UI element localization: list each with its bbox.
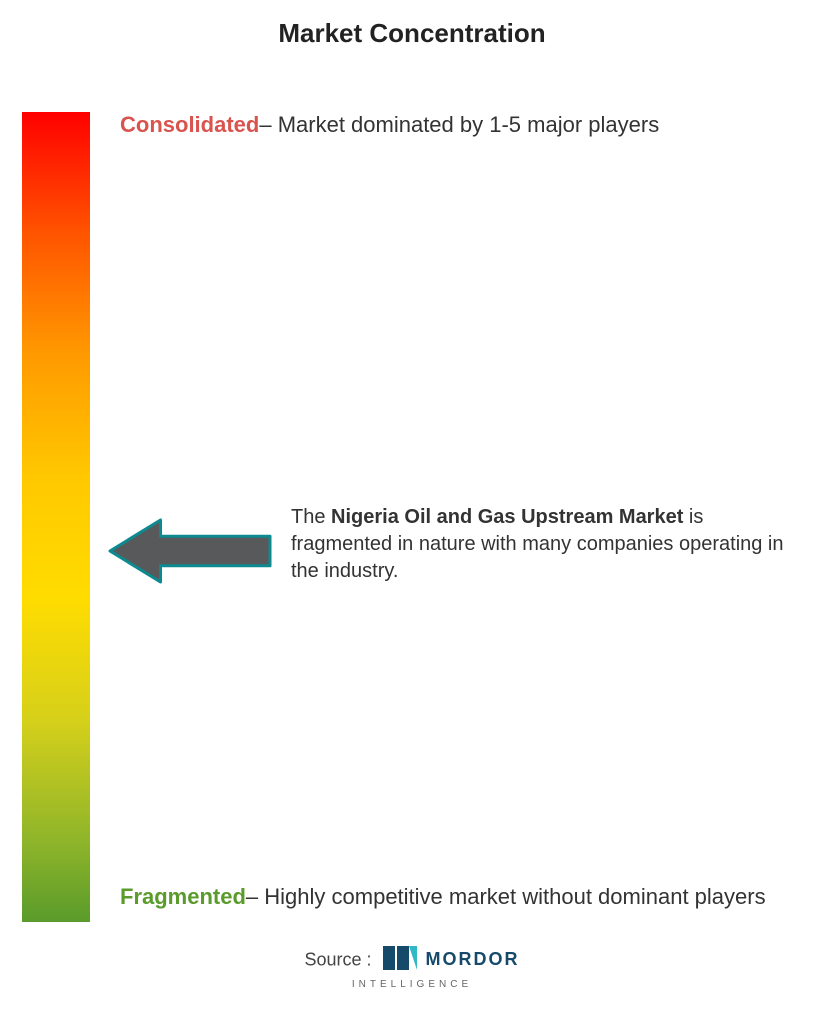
title-text: Market Concentration — [278, 18, 545, 48]
fragmented-desc: – Highly competitive market without domi… — [246, 884, 766, 910]
mordor-logo — [383, 944, 417, 977]
consolidated-label-row: Consolidated – Market dominated by 1-5 m… — [120, 112, 794, 138]
fragmented-label-row: Fragmented – Highly competitive market w… — [120, 884, 794, 910]
caption-market-name: Nigeria Oil and Gas Upstream Market — [331, 506, 683, 528]
infographic-container: Market Concentration Consolidated – Mark… — [0, 0, 824, 1010]
concentration-gradient-bar — [22, 112, 90, 922]
consolidated-term: Consolidated — [120, 112, 259, 138]
position-arrow — [108, 516, 273, 591]
brand-sub: INTELLIGENCE — [0, 979, 824, 990]
gradient-bar-svg — [22, 112, 90, 922]
arrow-icon — [108, 516, 273, 586]
chart-title: Market Concentration — [0, 18, 824, 49]
consolidated-desc: – Market dominated by 1-5 major players — [259, 112, 659, 138]
source-attribution: Source : MORDOR INTELLIGENCE — [0, 944, 824, 990]
mordor-logo-icon — [383, 944, 417, 972]
caption-prefix: The — [291, 506, 331, 528]
market-caption: The Nigeria Oil and Gas Upstream Market … — [291, 504, 794, 585]
fragmented-term: Fragmented — [120, 884, 246, 910]
brand-name: MORDOR — [426, 949, 520, 969]
source-label: Source : — [304, 949, 376, 969]
